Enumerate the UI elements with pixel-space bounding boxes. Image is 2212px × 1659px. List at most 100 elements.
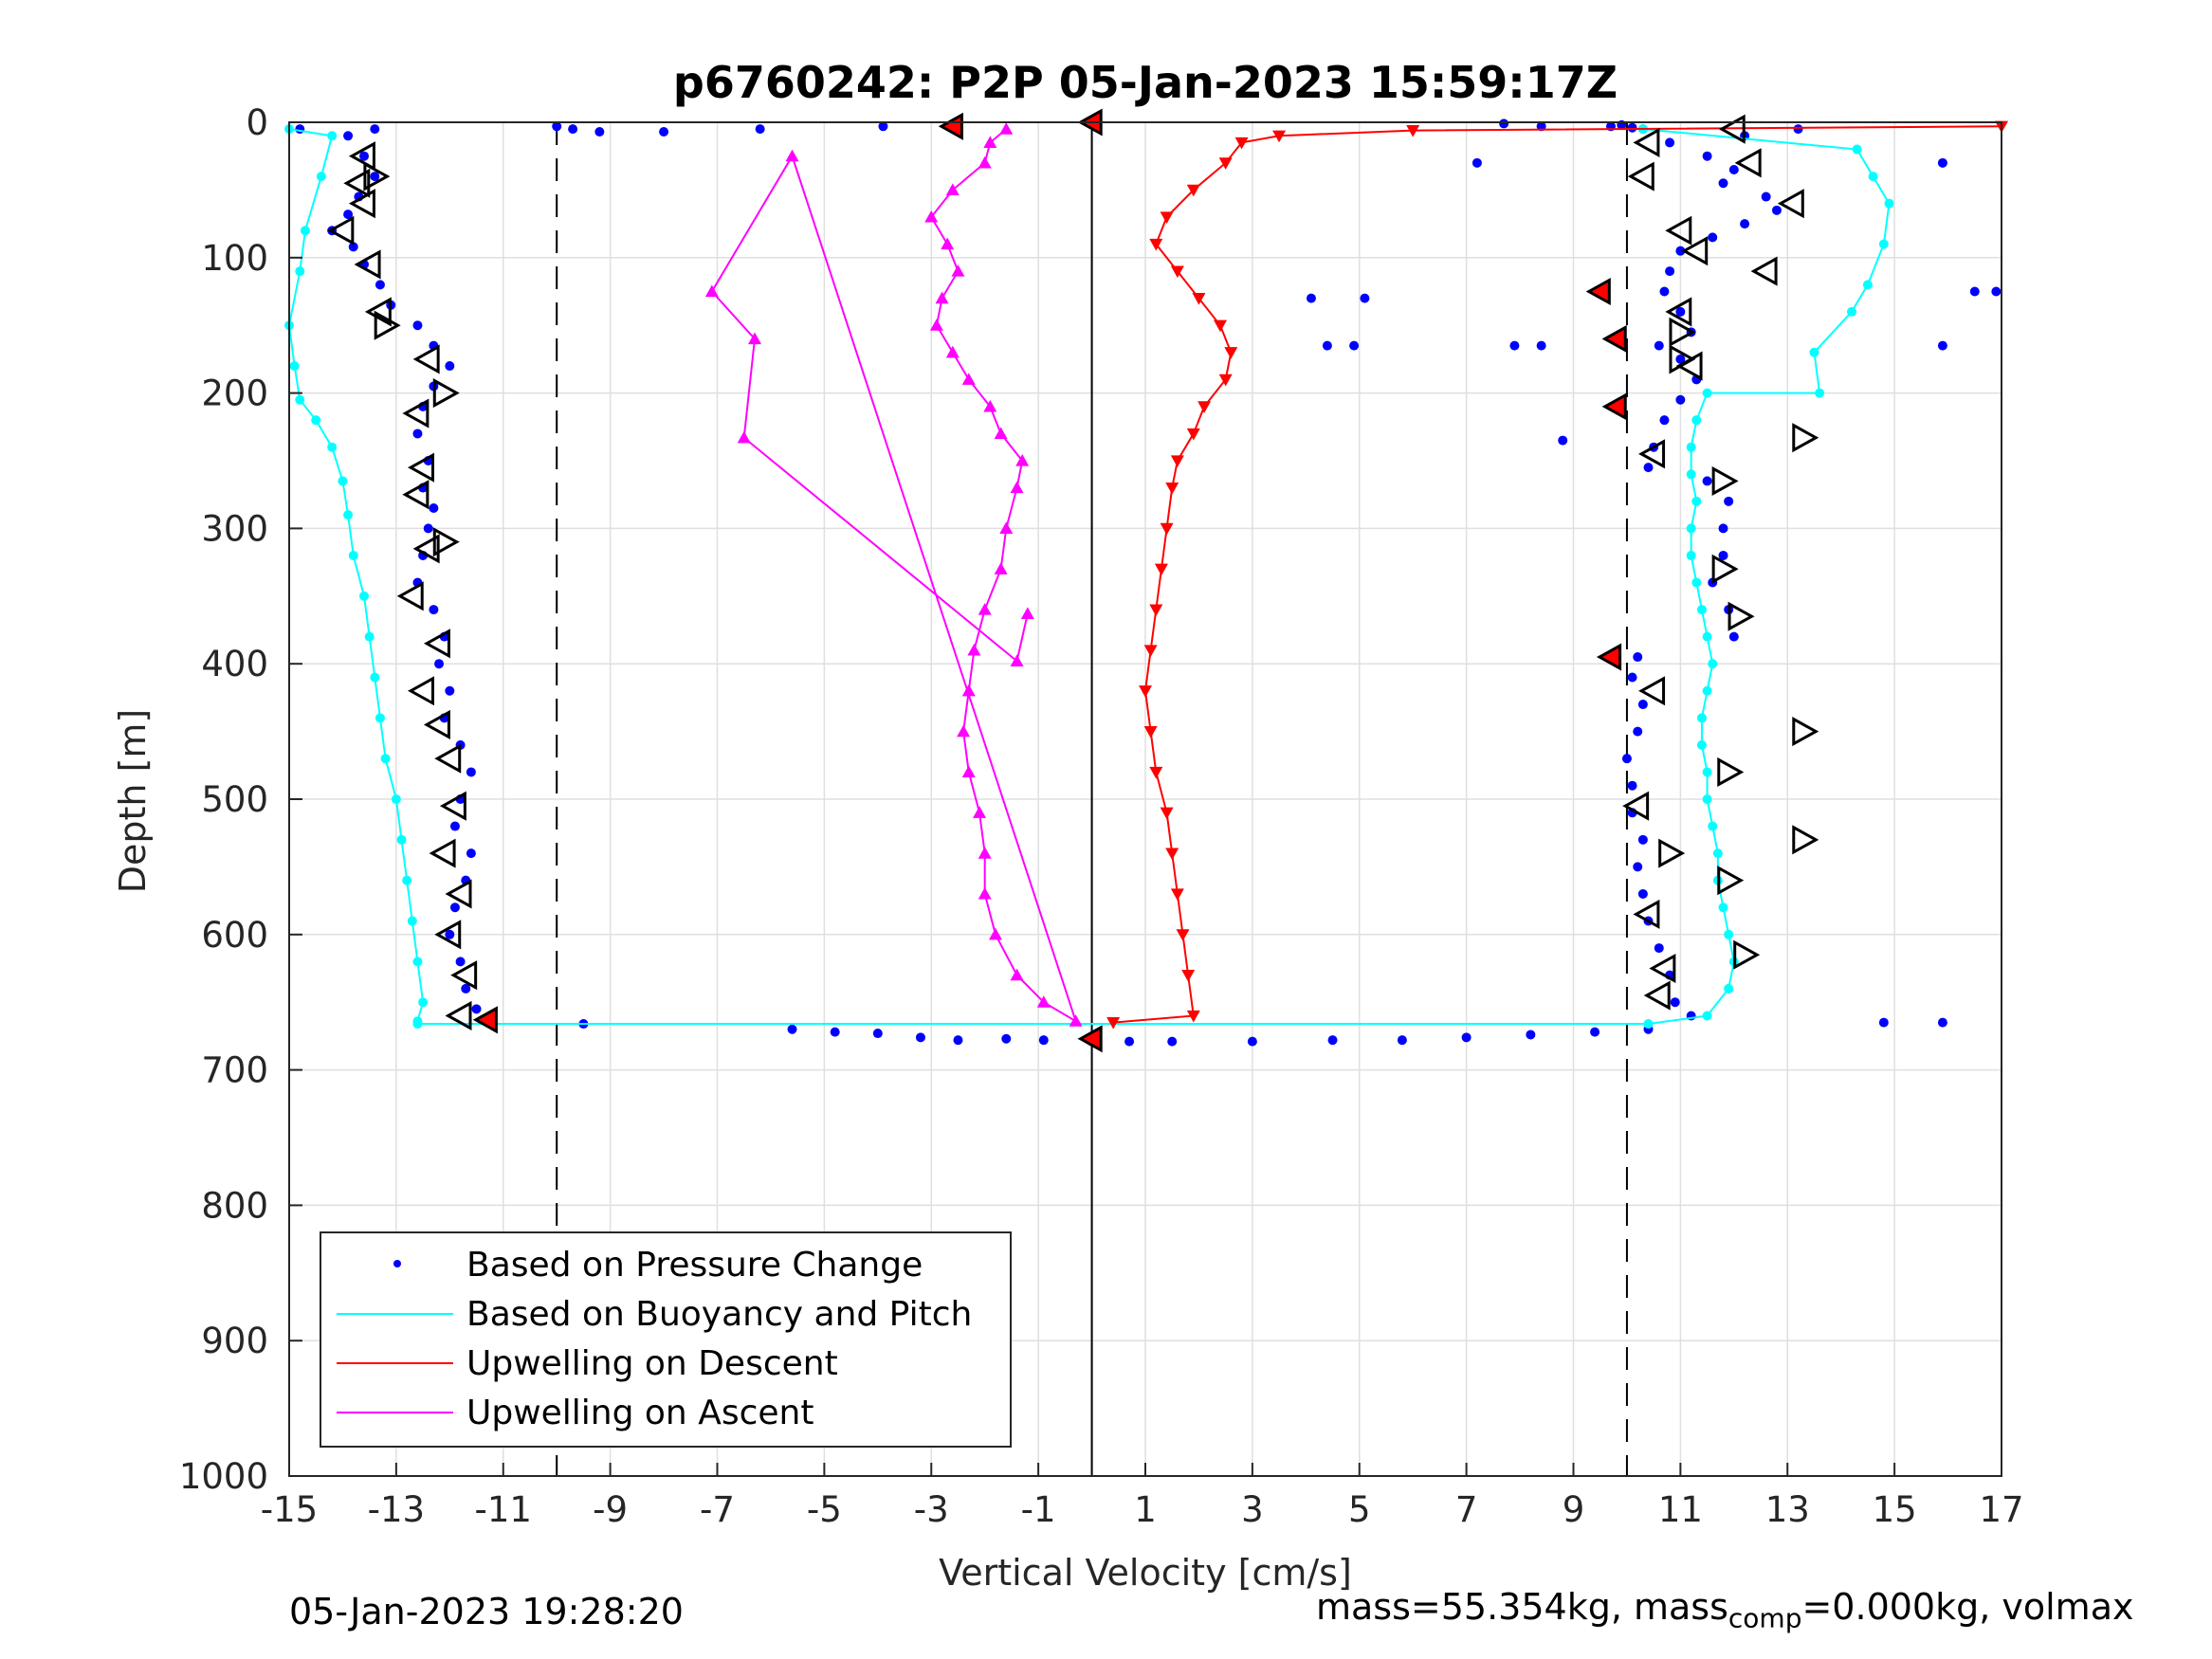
pressure-data-point — [915, 1032, 925, 1043]
buoyancy-data-point — [1696, 739, 1707, 750]
ascent-data-point — [1010, 481, 1024, 494]
buoyancy-data-point — [407, 916, 417, 926]
left-triangle-marker — [408, 452, 434, 483]
pressure-data-point — [1793, 124, 1803, 135]
buoyancy-data-point — [412, 957, 423, 967]
pressure-data-point — [1167, 1036, 1178, 1047]
buoyancy-data-point — [289, 361, 300, 372]
pressure-data-point — [429, 605, 439, 615]
pressure-data-point — [1969, 286, 1980, 297]
right-triangle-marker — [374, 310, 401, 340]
pressure-data-point — [1670, 997, 1680, 1008]
buoyancy-data-point — [1686, 550, 1696, 560]
data-series — [284, 108, 2008, 1053]
pressure-data-point — [878, 121, 888, 132]
descent-data-point — [1149, 238, 1163, 251]
pressure-data-point — [1702, 476, 1712, 486]
descent-data-point — [1170, 888, 1184, 901]
y-tick-label: 700 — [201, 1050, 268, 1091]
legend-item-ascent: Upwelling on Ascent — [337, 1394, 814, 1432]
buoyancy-data-point — [1846, 306, 1856, 317]
left-triangle-marker — [434, 920, 462, 950]
left-triangle-marker — [327, 215, 355, 246]
pressure-data-point — [343, 210, 354, 220]
x-tick-label: 5 — [1348, 1489, 1371, 1530]
buoyancy-data-point — [1712, 848, 1723, 859]
ascent-data-point — [961, 373, 976, 385]
ascent-data-point — [1036, 995, 1051, 1008]
ascent-data-point — [999, 122, 1014, 135]
pressure-data-point — [1665, 137, 1675, 148]
left-triangle-marker — [1643, 980, 1671, 1011]
ascent-data-point — [978, 603, 992, 615]
pressure-data-point — [461, 983, 471, 994]
buoyancy-data-point — [338, 476, 348, 486]
red-triangle-marker — [472, 1006, 498, 1034]
buoyancy-data-point — [1884, 198, 1894, 209]
left-triangle-marker — [1681, 236, 1709, 266]
pressure-data-point — [434, 659, 445, 669]
legend-dot-icon — [393, 1260, 401, 1267]
pressure-data-point — [1397, 1035, 1407, 1046]
legend-label: Based on Pressure Change — [466, 1246, 923, 1285]
legend: Based on Pressure Change Based on Buoyan… — [320, 1231, 1012, 1448]
pressure-data-point — [787, 1024, 797, 1034]
right-triangle-marker — [1669, 344, 1696, 374]
pressure-data-point — [412, 428, 423, 439]
pressure-data-point — [1627, 122, 1637, 133]
pressure-data-point — [1708, 232, 1718, 243]
x-axis-ticks: -15 -13 -11 -9 -7 -5 -3 -1 1 3 5 7 9 11 13 15 17 — [261, 1463, 2024, 1530]
pressure-data-point — [466, 767, 476, 777]
buoyancy-data-point — [1862, 280, 1873, 290]
pressure-data-point — [1728, 164, 1739, 174]
ascent-data-point — [988, 927, 1002, 940]
chart-title: p6760242: P2P 05-Jan-2023 15:59:17Z — [673, 57, 1618, 108]
red-triangle-marker — [1601, 324, 1627, 354]
buoyancy-data-point — [1718, 902, 1728, 913]
right-triangle-marker — [1711, 465, 1739, 496]
buoyancy-data-point — [412, 1019, 423, 1030]
buoyancy-data-point — [1702, 685, 1712, 696]
right-triangle-marker — [432, 527, 460, 557]
y-tick-label: 1000 — [179, 1456, 268, 1497]
left-triangle-marker — [348, 141, 375, 172]
series-markers-right-open — [363, 161, 1819, 970]
descent-data-point — [1154, 563, 1168, 576]
pressure-data-point — [449, 902, 460, 913]
pressure-data-point — [348, 242, 358, 252]
ascent-data-point — [1015, 454, 1030, 466]
ascent-data-point — [994, 562, 1008, 574]
pressure-data-point — [1718, 550, 1728, 560]
buoyancy-data-point — [1724, 929, 1734, 939]
buoyancy-data-point — [1691, 496, 1702, 506]
pressure-data-point — [1637, 888, 1648, 899]
descent-data-point — [1234, 137, 1249, 150]
x-tick-label: 1 — [1134, 1489, 1157, 1530]
legend-item-descent: Upwelling on Descent — [337, 1344, 838, 1383]
descent-data-point — [1272, 130, 1287, 143]
pressure-data-point — [552, 121, 562, 132]
left-triangle-marker — [445, 879, 472, 909]
ascent-data-point — [924, 210, 939, 223]
x-tick-label: -13 — [368, 1489, 425, 1530]
right-triangle-marker — [1658, 838, 1686, 868]
ascent-data-point — [957, 724, 971, 738]
buoyancy-data-point — [364, 631, 375, 642]
buoyancy-data-point — [1686, 523, 1696, 534]
series-upwelling-on-ascent — [704, 122, 1083, 1027]
left-triangle-marker — [396, 581, 424, 611]
ascent-data-point — [945, 345, 960, 358]
x-tick-label: 9 — [1563, 1489, 1585, 1530]
y-tick-label: 200 — [201, 374, 268, 414]
pressure-data-point — [1702, 151, 1712, 161]
right-triangle-marker — [1728, 601, 1755, 631]
x-tick-label: -5 — [807, 1489, 842, 1530]
pressure-data-point — [1590, 1027, 1600, 1037]
pressure-data-point — [659, 126, 669, 137]
pressure-data-point — [1937, 157, 1947, 168]
ascent-data-point — [978, 847, 992, 859]
buoyancy-data-point — [316, 172, 326, 182]
buoyancy-data-point — [300, 226, 310, 236]
buoyancy-data-point — [380, 754, 391, 764]
y-axis-ticks: 0 100 200 300 400 500 600 700 800 900 1000 — [179, 102, 302, 1497]
